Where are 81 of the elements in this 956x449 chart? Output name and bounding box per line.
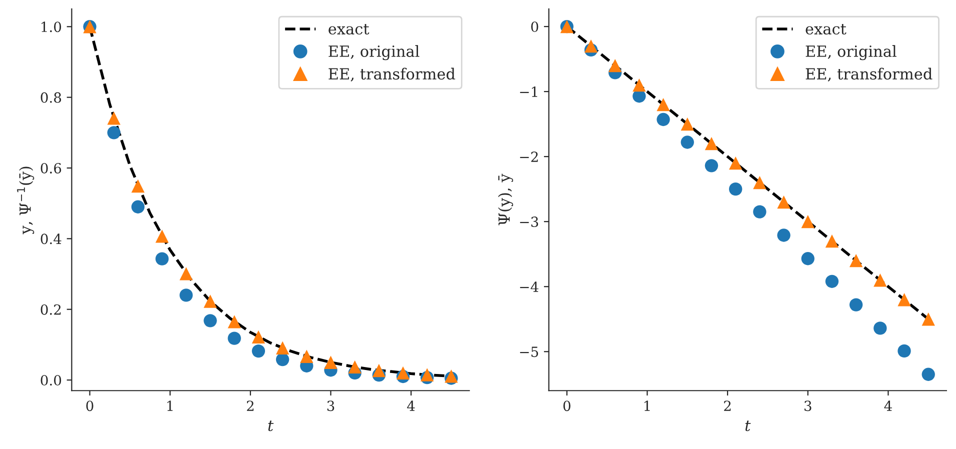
legend-label: EE, original bbox=[328, 45, 420, 60]
y-tick-label: −4 bbox=[520, 282, 538, 292]
point bbox=[656, 112, 670, 126]
point bbox=[276, 341, 290, 354]
x-tick-label: 1 bbox=[167, 400, 173, 411]
point bbox=[131, 200, 145, 214]
point bbox=[680, 117, 694, 131]
point bbox=[252, 344, 266, 358]
point bbox=[276, 352, 290, 366]
point bbox=[155, 230, 169, 243]
point bbox=[849, 298, 863, 312]
point bbox=[729, 182, 742, 196]
point bbox=[252, 330, 266, 344]
legend-label: exact bbox=[328, 24, 370, 35]
point bbox=[874, 274, 887, 287]
point bbox=[584, 39, 598, 53]
y-axis-title: Ψ(y), ȳ bbox=[498, 174, 514, 226]
point bbox=[131, 179, 145, 193]
point bbox=[825, 234, 839, 248]
point bbox=[180, 288, 193, 302]
point bbox=[348, 360, 362, 374]
y-tick-label: 0.0 bbox=[40, 374, 62, 386]
x-tick-label: 4 bbox=[407, 400, 415, 411]
y-axis-title: y, Ψ$^{−1}$(ȳ) bbox=[17, 166, 34, 234]
x-tick-label: 2 bbox=[724, 400, 731, 411]
x-tick-label: 1 bbox=[644, 400, 650, 411]
point bbox=[155, 252, 169, 266]
point bbox=[753, 205, 766, 218]
y-tick-label: 1.0 bbox=[42, 22, 62, 32]
point bbox=[729, 156, 742, 170]
x-tick-label: 4 bbox=[884, 400, 892, 411]
y-tick-label: 0 bbox=[531, 22, 538, 32]
point bbox=[608, 58, 622, 72]
point bbox=[228, 315, 241, 328]
point bbox=[656, 98, 670, 112]
point bbox=[396, 366, 410, 380]
point bbox=[632, 78, 646, 92]
point bbox=[801, 215, 814, 228]
x-tick-label: 0 bbox=[563, 400, 570, 412]
point bbox=[300, 350, 314, 363]
y-tick-label: 0.4 bbox=[40, 234, 62, 244]
point bbox=[898, 293, 911, 306]
point bbox=[849, 254, 863, 268]
x-axis-title: t bbox=[745, 420, 751, 432]
point bbox=[922, 312, 935, 326]
point bbox=[204, 314, 217, 328]
point bbox=[107, 126, 120, 140]
point bbox=[801, 252, 814, 266]
point bbox=[922, 368, 935, 381]
point bbox=[825, 274, 839, 288]
point bbox=[753, 176, 766, 190]
legend-label: exact bbox=[806, 24, 846, 35]
point bbox=[777, 195, 790, 209]
point bbox=[180, 267, 193, 280]
legend-label: EE, transformed bbox=[806, 68, 932, 82]
legend-label: EE, transformed bbox=[328, 68, 456, 82]
y-tick-label: 0.6 bbox=[40, 162, 62, 174]
legend-label: EE, original bbox=[806, 45, 896, 60]
x-tick-label: 3 bbox=[804, 400, 812, 412]
y-tick-label: 0.8 bbox=[40, 92, 62, 103]
y-tick-label: −3 bbox=[520, 216, 538, 228]
point bbox=[107, 112, 120, 125]
x-axis-title: t bbox=[268, 420, 274, 432]
point bbox=[324, 356, 338, 369]
x-tick-label: 3 bbox=[327, 400, 334, 412]
point bbox=[898, 344, 911, 358]
point bbox=[420, 368, 434, 382]
y-tick-label: −1 bbox=[520, 86, 538, 97]
point bbox=[204, 294, 217, 308]
x-tick-label: 2 bbox=[246, 400, 254, 411]
y-tick-label: −5 bbox=[520, 346, 538, 358]
x-tick-label: 0 bbox=[86, 400, 94, 412]
point bbox=[372, 364, 386, 378]
point bbox=[704, 159, 718, 172]
point bbox=[704, 136, 718, 150]
point bbox=[228, 332, 241, 345]
point bbox=[680, 136, 694, 149]
point bbox=[777, 228, 790, 242]
point bbox=[874, 322, 887, 335]
y-tick-label: −2 bbox=[520, 152, 538, 162]
y-tick-label: 0.2 bbox=[40, 304, 61, 315]
